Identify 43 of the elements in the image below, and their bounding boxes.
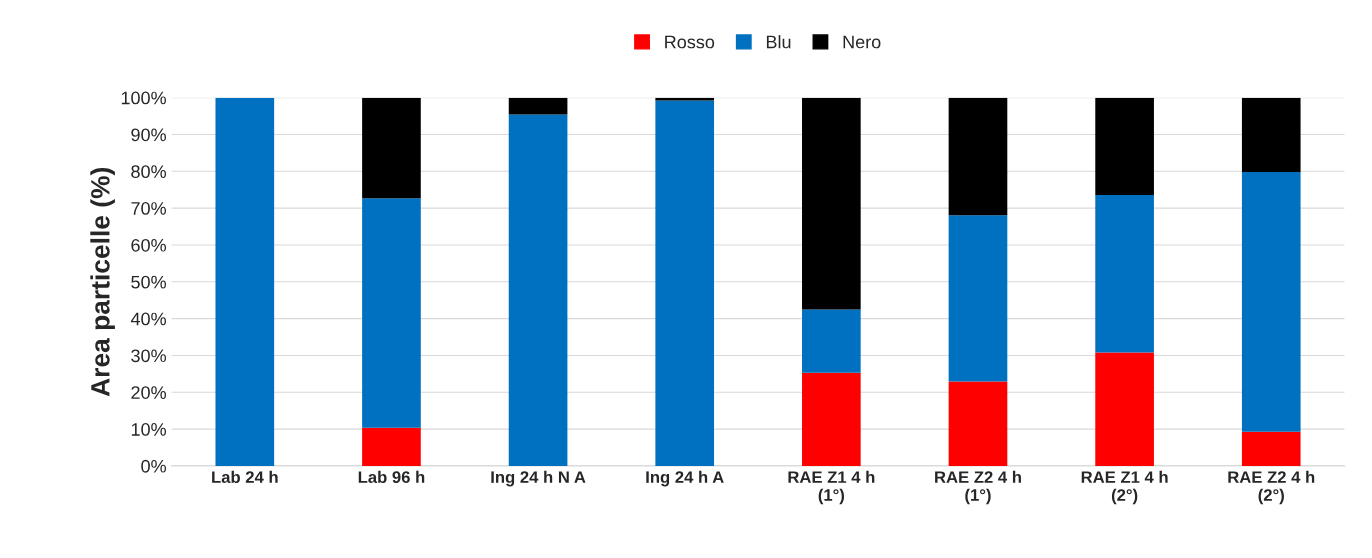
x-tick-label: Lab 96 h bbox=[358, 470, 425, 484]
bar bbox=[1095, 194, 1154, 353]
bar bbox=[802, 372, 861, 466]
legend-label: Blu bbox=[766, 35, 791, 49]
y-tick-label: 50% bbox=[131, 275, 166, 289]
y-tick-label: 60% bbox=[131, 238, 166, 252]
y-tick-label: 100% bbox=[121, 91, 166, 105]
bar bbox=[362, 97, 421, 199]
bar bbox=[1095, 97, 1154, 195]
y-tick-label: 40% bbox=[130, 312, 166, 326]
x-tick-label: RAE Z2 4 h (2°) bbox=[1228, 470, 1315, 505]
bar bbox=[508, 97, 568, 115]
x-tick-label: RAE Z1 4 h (1°) bbox=[788, 470, 875, 505]
y-tick-label: 0% bbox=[141, 459, 166, 473]
bar bbox=[1241, 172, 1301, 432]
y-axis-title: Area particelle (%) bbox=[90, 167, 115, 397]
x-tick-label: RAE Z2 4 h (1°) bbox=[935, 470, 1021, 505]
y-tick-label: 10% bbox=[131, 423, 166, 436]
bar bbox=[802, 97, 861, 310]
x-tick-label: RAE Z1 4 h (2°) bbox=[1081, 470, 1168, 505]
bar bbox=[802, 309, 861, 373]
bar bbox=[948, 215, 1008, 382]
bar bbox=[362, 198, 421, 428]
legend-label: Nero bbox=[843, 35, 881, 49]
y-tick-label: 70% bbox=[131, 202, 166, 215]
bar bbox=[655, 97, 715, 101]
y-tick-label: 90% bbox=[131, 128, 166, 142]
x-tick-label: Ing 24 h N A bbox=[491, 470, 586, 487]
bar bbox=[362, 427, 421, 466]
x-tick-label: Lab 24 h bbox=[212, 470, 278, 484]
x-tick-label: Ing 24 h A bbox=[646, 470, 724, 487]
bar bbox=[1095, 352, 1154, 466]
bar bbox=[1241, 431, 1301, 466]
bar bbox=[215, 97, 275, 466]
y-tick-label: 80% bbox=[131, 165, 166, 179]
bar bbox=[948, 381, 1008, 466]
bar bbox=[655, 100, 715, 466]
y-tick-label: 30% bbox=[131, 349, 166, 363]
y-tick-label: 20% bbox=[131, 386, 166, 399]
bar bbox=[508, 114, 568, 466]
bar bbox=[1241, 97, 1301, 173]
bar bbox=[948, 97, 1008, 216]
legend-label: Rosso bbox=[665, 35, 715, 49]
